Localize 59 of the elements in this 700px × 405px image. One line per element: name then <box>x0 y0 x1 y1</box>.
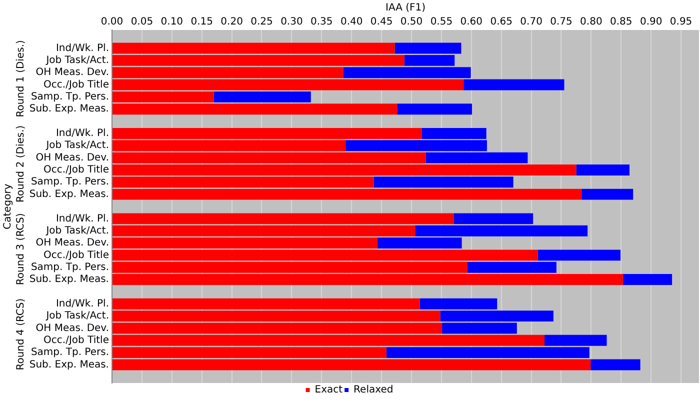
x-axis-title: IAA (F1) <box>385 2 426 14</box>
x-tick-label: 0.00 <box>100 16 124 28</box>
y-tick-label: Ind/Wk. Pl. <box>56 128 109 140</box>
bar <box>214 91 311 102</box>
x-tick-label: 0.80 <box>580 16 602 28</box>
bar <box>590 359 640 370</box>
y-tick-label: Ind/Wk. Pl. <box>56 213 109 224</box>
y-tick-label: OH Meas. Dev. <box>36 67 109 78</box>
x-tick-label: 0.65 <box>490 16 512 28</box>
x-tick-label: 0.40 <box>340 16 363 28</box>
x-tick-label: 0.25 <box>250 16 273 28</box>
x-tick-label: 0.05 <box>130 16 154 28</box>
text: Round 4 (RCS) <box>16 298 27 370</box>
y-tick-label: Samp. Tp. Pers. <box>30 347 109 358</box>
y-tick-label: Job Task/Act. <box>45 140 109 152</box>
x-tick-label: 0.30 <box>280 16 303 28</box>
bar <box>622 274 672 286</box>
text: Round 2 (Dies.) <box>16 125 27 202</box>
y-tick-label: OH Meas. Dev. <box>36 238 109 249</box>
x-tick-label: 0.95 <box>670 16 692 28</box>
legend-label: Relaxed <box>354 384 394 396</box>
y-tick-label: OH Meas. Dev. <box>36 322 109 334</box>
y-tick-label: Sub. Exp. Meas. <box>29 188 109 200</box>
x-tick-label: 0.50 <box>400 16 423 28</box>
y-tick-label: Samp. Tp. Pers. <box>30 92 109 103</box>
x-tick-label: 0.15 <box>190 16 213 28</box>
y-tick-label: Samp. Tp. Pers. <box>30 176 109 188</box>
x-tick-label: 0.60 <box>460 16 483 28</box>
y-tick-label: Job Task/Act. <box>45 55 109 66</box>
text: Round 1 (Dies.) <box>16 40 27 118</box>
x-tick-label: 0.45 <box>370 16 393 28</box>
y-tick-label: Sub. Exp. Meas. <box>29 359 109 370</box>
y-axis-title: Category <box>2 184 14 230</box>
y-tick-label: Occ./Job Title <box>44 79 109 90</box>
x-tick-label: 0.20 <box>220 16 243 28</box>
y-tick-label: Ind/Wk. Pl. <box>56 42 109 54</box>
x-tick-label: 0.35 <box>310 16 333 28</box>
y-tick-label: Job Task/Act. <box>45 225 109 236</box>
y-tick-label: OH Meas. Dev. <box>36 152 109 164</box>
y-tick-label: Occ./Job Title <box>44 250 109 261</box>
y-tick-label: Samp. Tp. Pers. <box>30 262 109 273</box>
bar <box>576 164 630 176</box>
y-tick-label: Occ./Job Title <box>44 334 109 346</box>
text: Round 3 (RCS) <box>16 213 27 286</box>
x-tick-label: 0.75 <box>550 16 572 28</box>
x-tick-label: 0.10 <box>160 16 184 28</box>
x-tick-label: 0.55 <box>430 16 453 28</box>
bar <box>582 188 634 200</box>
y-tick-label: Ind/Wk. Pl. <box>56 298 109 310</box>
y-tick-label: Occ./Job Title <box>44 164 109 176</box>
x-tick-label: 0.85 <box>610 16 632 28</box>
x-tick-label: 0.90 <box>640 16 662 28</box>
bar <box>397 104 472 115</box>
legend-label: Exact <box>314 384 343 396</box>
y-tick-label: Sub. Exp. Meas. <box>29 274 109 286</box>
x-tick-label: 0.70 <box>520 16 542 28</box>
bar <box>374 176 514 188</box>
y-tick-label: Job Task/Act. <box>45 310 109 322</box>
y-tick-label: Sub. Exp. Meas. <box>29 104 109 115</box>
